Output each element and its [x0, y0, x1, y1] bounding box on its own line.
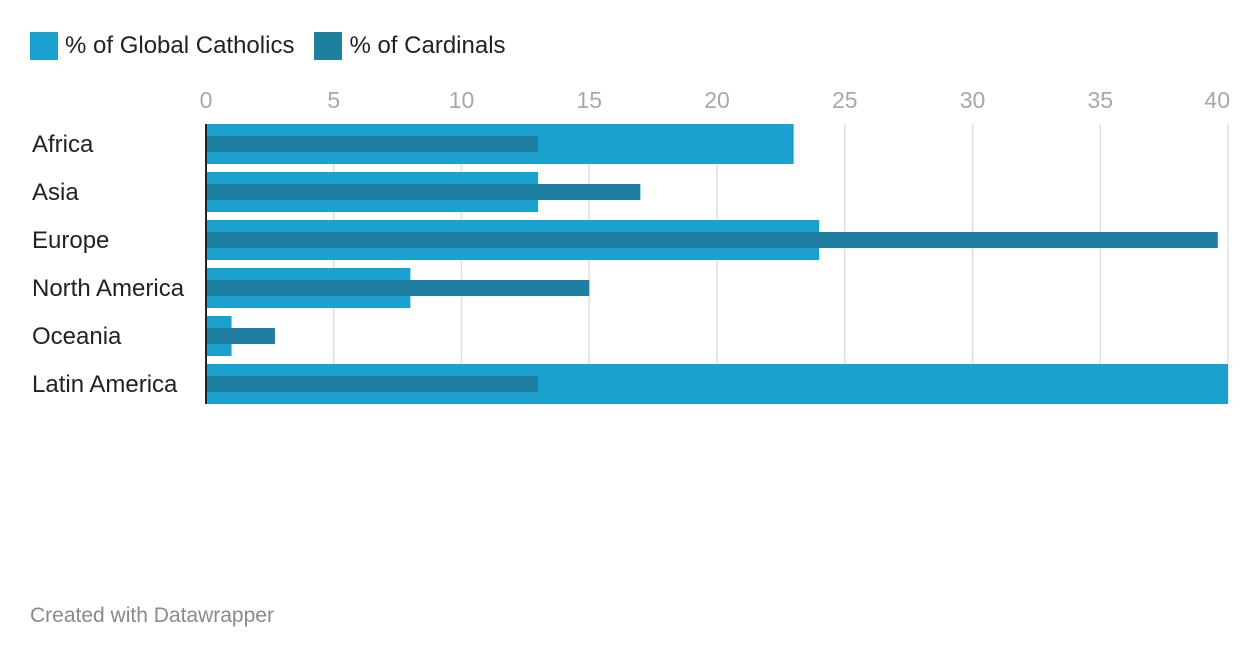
- legend-item-global-catholics: % of Global Catholics: [30, 32, 294, 60]
- x-tick-label-40: 40: [1204, 87, 1230, 113]
- bar-cardinals-latin-america: [206, 376, 539, 392]
- category-label-africa: Africa: [32, 131, 94, 158]
- bar-cardinals-africa: [206, 136, 539, 152]
- bar-cardinals-oceania: [206, 328, 275, 344]
- legend-label-cardinals: % of Cardinals: [349, 32, 506, 59]
- x-tick-label-0: 0: [200, 87, 213, 113]
- x-tick-label-35: 35: [1087, 87, 1113, 113]
- bar-cardinals-asia: [206, 184, 641, 200]
- x-tick-label-5: 5: [327, 87, 340, 113]
- legend-swatch-global-catholics: [30, 32, 58, 60]
- legend-label-global-catholics: % of Global Catholics: [65, 32, 295, 59]
- legend-item-cardinals: % of Cardinals: [314, 32, 506, 60]
- category-label-asia: Asia: [32, 179, 79, 206]
- category-label-latin-america: Latin America: [32, 371, 178, 398]
- legend-swatch-cardinals: [314, 32, 343, 60]
- x-tick-label-20: 20: [704, 87, 730, 113]
- category-label-oceania: Oceania: [32, 323, 122, 350]
- x-tick-label-30: 30: [960, 87, 986, 113]
- bar-cardinals-north-america: [206, 280, 590, 296]
- legend: % of Global Catholics % of Cardinals: [30, 32, 526, 60]
- x-tick-label-10: 10: [449, 87, 475, 113]
- category-label-north-america: North America: [32, 275, 185, 302]
- bar-cardinals-europe: [206, 232, 1218, 248]
- datawrapper-credit: Created with Datawrapper: [30, 604, 274, 627]
- x-tick-label-15: 15: [576, 87, 602, 113]
- category-label-europe: Europe: [32, 227, 109, 254]
- x-tick-label-25: 25: [832, 87, 858, 113]
